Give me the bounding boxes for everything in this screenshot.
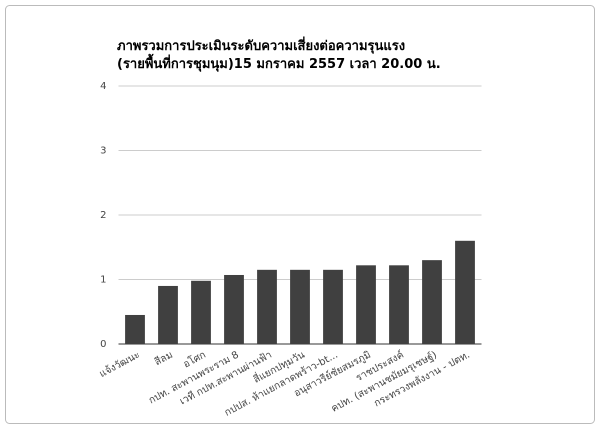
- bar: [290, 269, 310, 344]
- chart-title: (รายพื้นที่การชุมนุม)15 มกราคม 2557 เวลา…: [117, 53, 441, 72]
- y-tick-label: 1: [100, 275, 106, 286]
- bar: [356, 265, 376, 344]
- bar: [422, 260, 442, 344]
- bar: [191, 280, 211, 344]
- bar: [158, 285, 178, 344]
- y-tick-label: 2: [100, 210, 106, 221]
- chart-title: ภาพรวมการประเมินระดับความเสี่ยงต่อความรุ…: [117, 36, 405, 54]
- bar: [125, 314, 145, 344]
- y-tick-label: 3: [100, 146, 106, 157]
- y-tick-label: 4: [100, 81, 106, 92]
- bar: [257, 269, 277, 344]
- bar: [389, 265, 409, 344]
- bar: [323, 269, 343, 344]
- bar: [224, 274, 244, 344]
- bar: [455, 240, 475, 344]
- y-tick-label: 0: [100, 339, 106, 350]
